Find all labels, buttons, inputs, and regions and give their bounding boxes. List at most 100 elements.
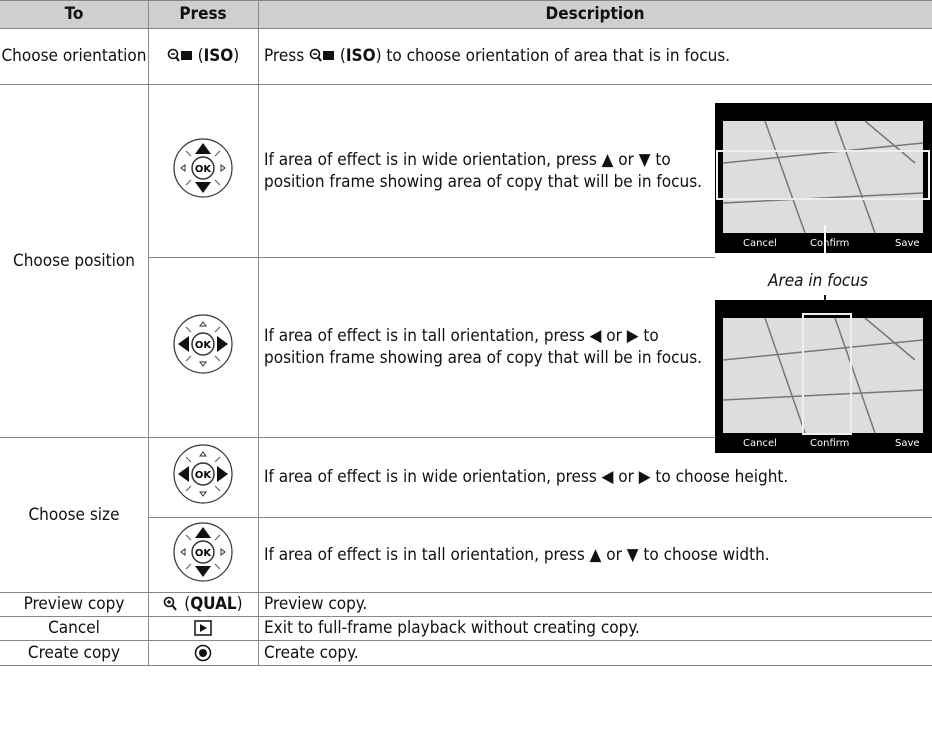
rule [258,0,259,665]
tick [185,179,192,185]
tick [185,326,192,333]
screen-button: Cancel [743,438,777,449]
screen-image: Cancel Confirm Save [716,120,930,249]
text: ) to choose orientation of area that is … [375,46,731,66]
circle [191,539,215,564]
description-cell: Exit to full-frame playback without crea… [264,618,640,638]
description-cell: Preview copy. [264,594,368,614]
circle [191,155,215,180]
rule [148,0,149,665]
press-cell: OK [148,437,258,517]
rule [148,257,715,258]
icon-multi-selector: OK [173,314,233,374]
text: ISO [203,46,234,66]
circle [191,332,215,356]
arrow [217,466,228,482]
screen-image: Cancel Confirm Save [722,313,924,449]
icon-zoom-out [309,48,335,62]
arrow [195,142,211,154]
screen-button: Cancel [743,238,777,249]
to-cell: Choose position [13,250,135,271]
tick [214,456,221,463]
arrow [199,451,207,457]
to-cell: Choose size [28,504,120,525]
text: ( [184,594,191,614]
arrow [178,336,189,352]
arrow [178,466,189,482]
arrow [220,163,226,172]
icon-label: OK [195,470,213,481]
icon-label: OK [195,340,213,351]
header-cell: Description [258,0,932,28]
arrow [180,163,186,172]
arrow [199,491,207,497]
press-cell: OK [148,257,258,437]
rule [0,592,932,593]
leader [824,225,826,271]
text: Press [264,46,305,66]
rule [0,0,932,1]
screen: Cancel Confirm Save [715,300,932,453]
rule [0,28,932,29]
icon-multi-selector: OK [173,521,233,582]
rule [0,616,932,617]
screen-button: Confirm [810,438,849,449]
icon-label: OK [195,164,213,175]
description-cell: If area of effect is in tall orientation… [264,544,770,565]
to-cell: Choose orientation [1,46,147,66]
press-cell [148,640,258,665]
arrow [195,565,211,577]
circle [191,462,215,486]
text: ) [233,46,240,66]
rule [0,437,932,438]
tick [214,326,221,333]
rule [0,640,932,641]
icon-zoom-out [167,48,192,62]
arrow [199,361,207,367]
arrow [195,181,211,193]
rule [148,517,932,518]
arrow [220,547,226,556]
screen-button: Confirm [810,238,849,249]
rule [0,84,932,85]
icon-playback [194,620,212,636]
to-cell: Cancel [48,618,100,638]
to-cell: Create copy [27,642,121,663]
tick [214,485,221,492]
tick [214,150,221,156]
rule [0,665,932,666]
header-cell: Press [148,0,258,28]
press-cell: (ISO) [148,28,258,84]
icon-ok [194,644,212,661]
arrow [195,526,211,538]
tick [185,534,192,540]
tick [185,485,192,492]
description-cell: If area of effect is in wide orientation… [264,467,789,487]
tick [214,563,221,569]
annotation: Area in focus [768,271,868,291]
text: ) [236,594,243,614]
tick [214,534,221,540]
text: QUAL [190,594,237,614]
tick [214,355,221,362]
press-cell: OK [148,517,258,592]
tick [185,150,192,156]
icon-label: OK [195,548,213,559]
arrow [180,547,186,556]
tick [185,355,192,362]
press-cell: (QUAL) [148,592,258,616]
description-cell: Create copy. [264,642,359,663]
tick [214,179,221,185]
description-cell: Press (ISO) to choose orientation of are… [258,28,932,84]
text: ( [197,46,204,66]
text: ( [339,46,346,66]
description-cell: If area of effect is in tall orientation… [264,326,703,368]
press-cell [148,616,258,640]
arrow [217,336,228,352]
description-cell: If area of effect is in wide orientation… [264,149,703,192]
tick [185,456,192,463]
tick [185,563,192,569]
screen-button: Save [895,438,920,449]
press-cell: OK [148,84,258,257]
